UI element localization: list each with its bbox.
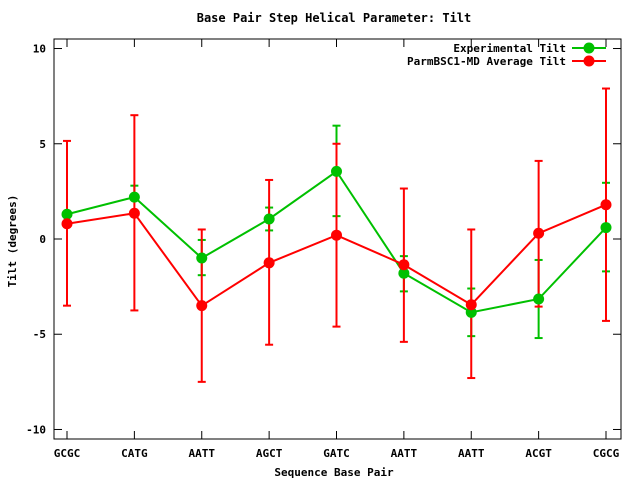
x-tick-label: CATG	[121, 447, 148, 460]
data-point	[263, 257, 275, 269]
legend-marker	[583, 42, 595, 54]
data-point	[533, 227, 545, 239]
data-point	[465, 299, 477, 311]
legend-marker	[583, 55, 595, 67]
data-point	[263, 213, 275, 225]
y-tick-label: 0	[39, 233, 46, 246]
data-point	[331, 229, 342, 241]
data-point	[128, 191, 140, 203]
y-tick-label: 5	[39, 138, 46, 151]
y-tick-label: -10	[26, 423, 46, 436]
data-point	[398, 267, 410, 279]
axes-layer: -10 -5 0 5 10 GCGC CATG AATT AGCT GATC AATT AATT ACG…	[26, 39, 621, 460]
data-point	[196, 300, 208, 312]
y-tick-label: 10	[33, 43, 46, 56]
data-point	[331, 165, 342, 177]
data-point	[600, 199, 612, 211]
data-point	[61, 208, 73, 220]
x-axis-label: Sequence Base Pair	[274, 466, 394, 479]
data-point	[600, 222, 612, 234]
data-point	[61, 218, 73, 230]
data-point	[533, 293, 545, 305]
x-tick-label: ACGT	[525, 447, 552, 460]
data-point	[128, 207, 140, 219]
x-tick-label: AATT	[391, 447, 418, 460]
legend-label: ParmBSC1-MD Average Tilt	[407, 55, 566, 68]
data-point	[465, 306, 477, 318]
data-point	[398, 259, 410, 271]
legend-label: Experimental Tilt	[453, 42, 566, 55]
y-axis-label: Tilt (degrees)	[6, 195, 19, 288]
x-tick-label: GCGC	[54, 447, 81, 460]
x-tick-label: AATT	[189, 447, 216, 460]
x-tick-label: CGCG	[593, 447, 620, 460]
points-layer	[61, 165, 612, 318]
x-tick-label: GATC	[323, 447, 350, 460]
x-tick-label: AATT	[458, 447, 485, 460]
y-tick-label: -5	[33, 328, 46, 341]
x-tick-label: AGCT	[256, 447, 283, 460]
chart-title: Base Pair Step Helical Parameter: Tilt	[197, 11, 472, 25]
data-point	[196, 252, 208, 264]
